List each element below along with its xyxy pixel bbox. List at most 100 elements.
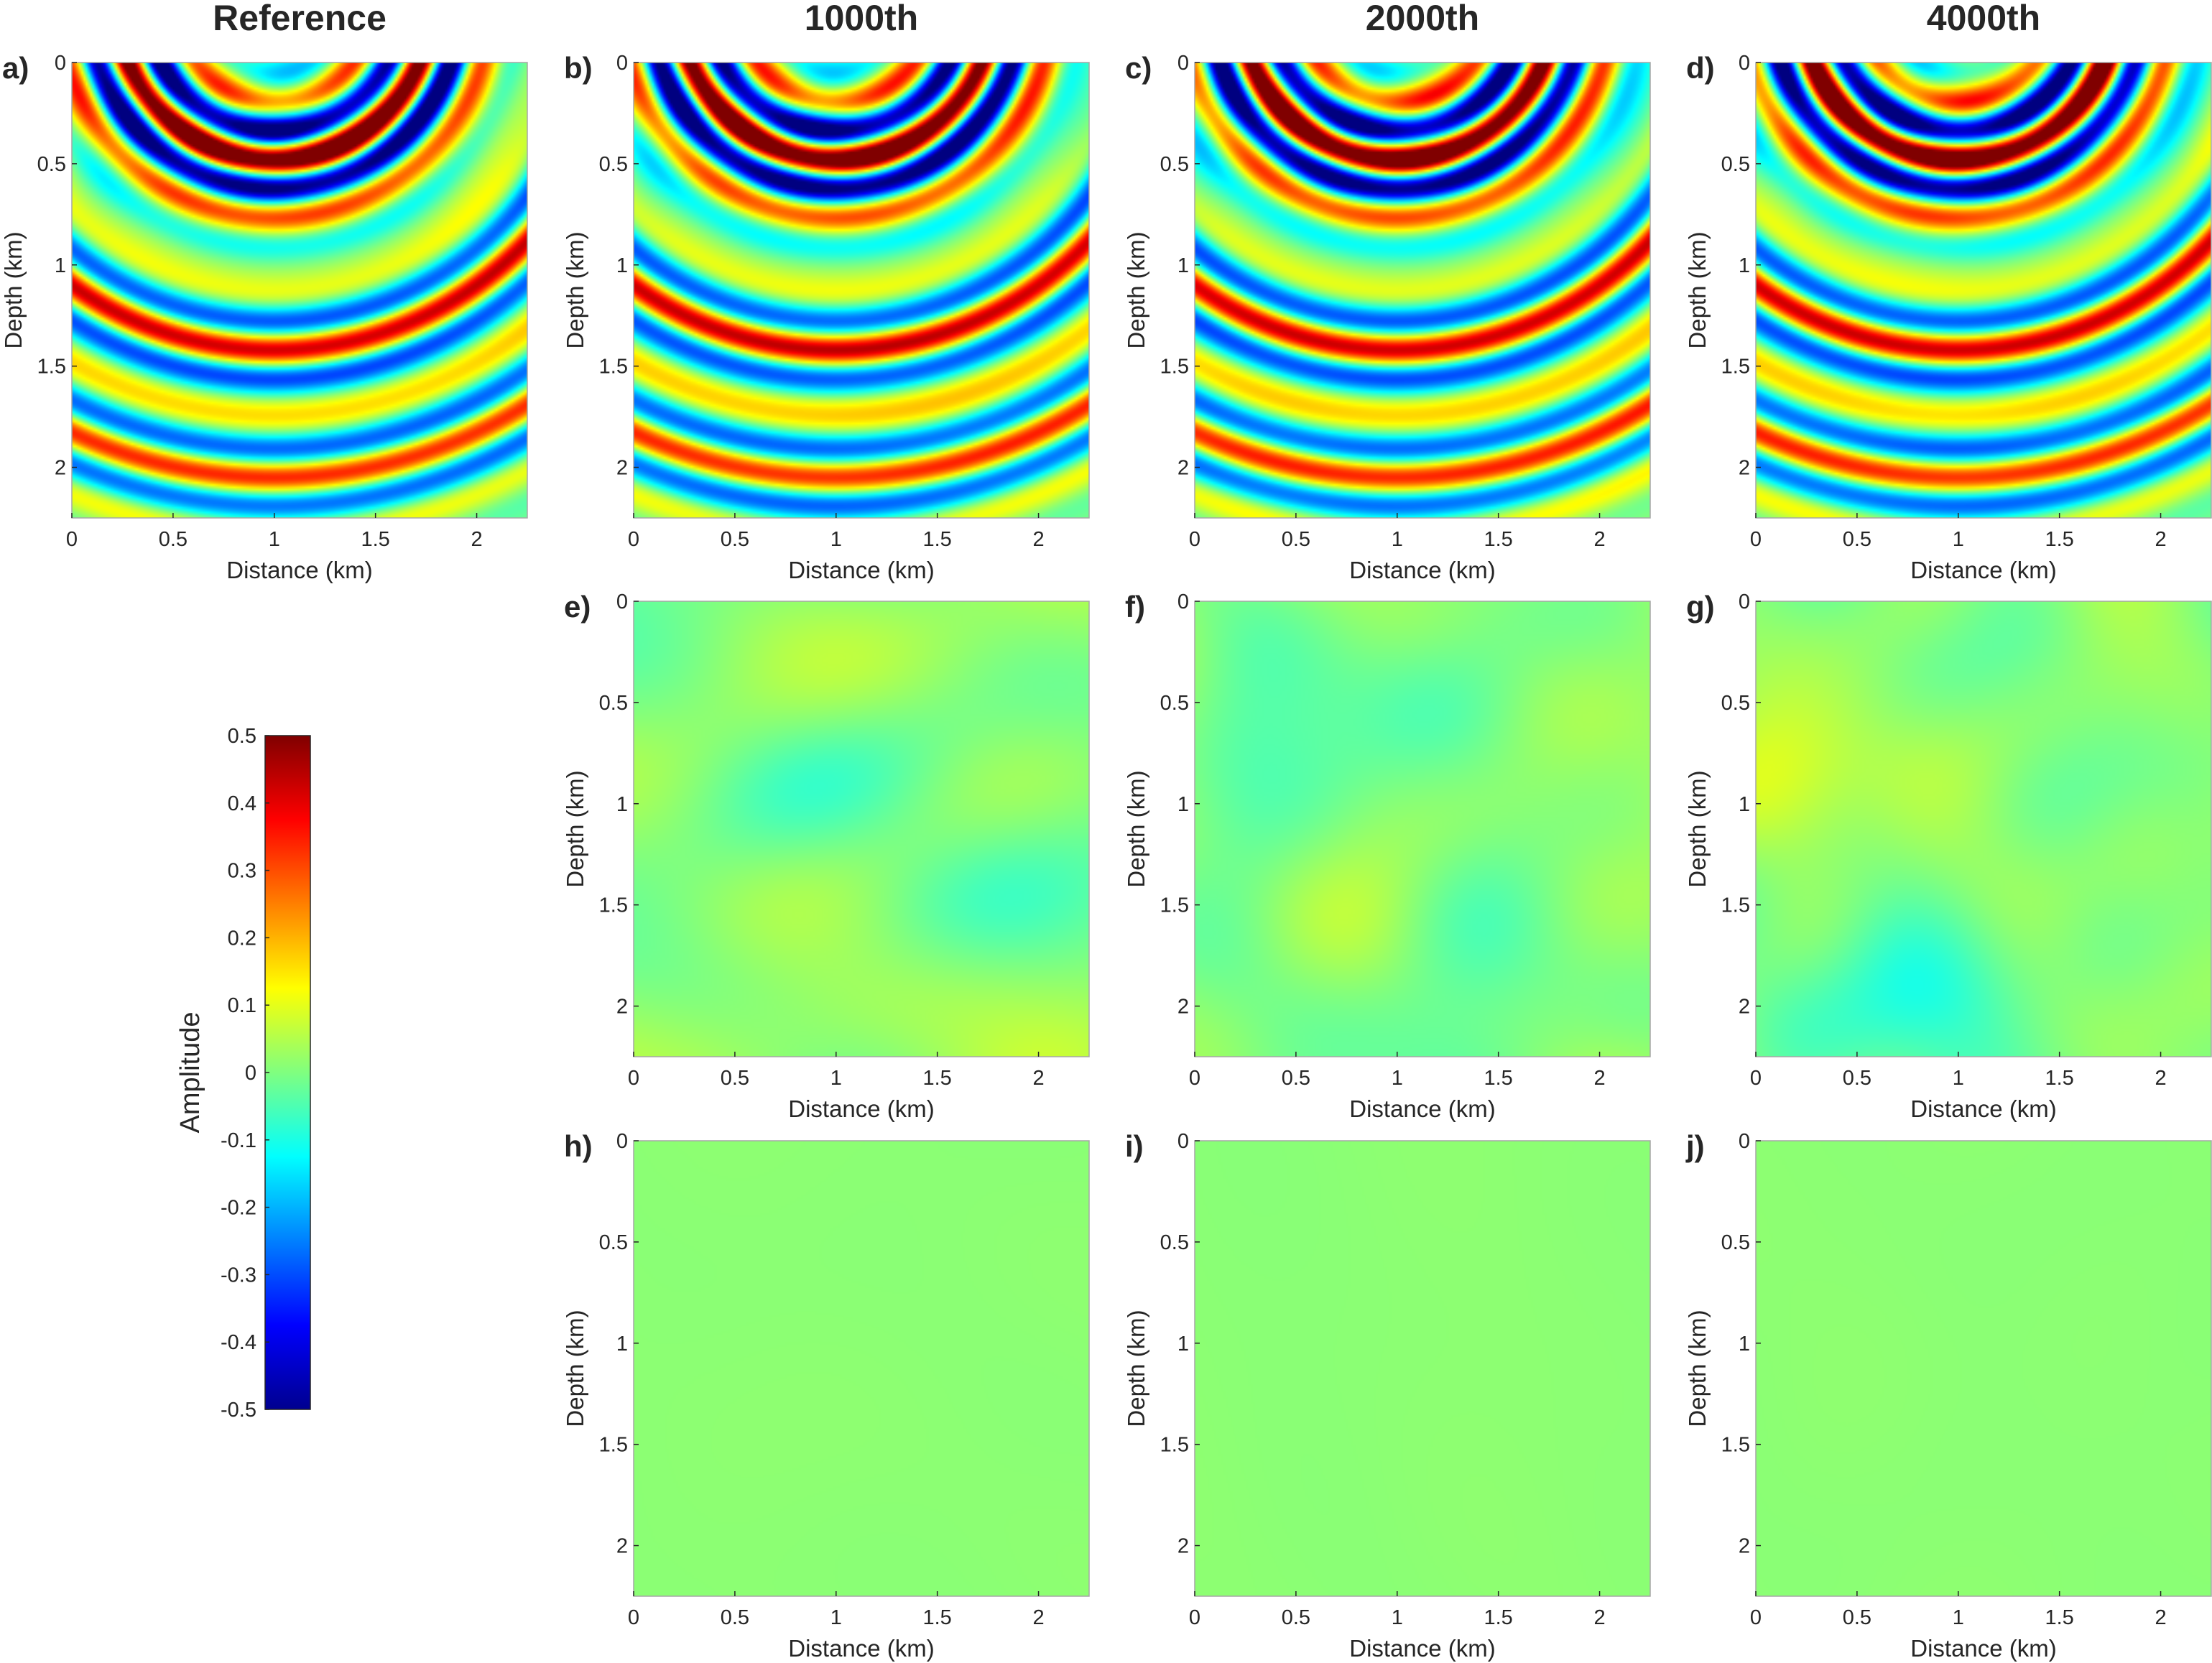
axes-frame-i <box>1194 1140 1651 1597</box>
y-tick-label-c-4: 2 <box>1177 457 1189 480</box>
x-tick-label-c-3: 1.5 <box>1484 528 1513 551</box>
x-axis-label-j: Distance (km) <box>1910 1635 2057 1662</box>
y-tick-label-g-4: 2 <box>1739 996 1750 1019</box>
colorbar-tick-label-6: -0.1 <box>221 1129 256 1152</box>
panel-letter-i: i) <box>1125 1129 1144 1163</box>
y-tick-label-j-2: 1 <box>1739 1333 1750 1356</box>
axes-frame-g <box>1755 601 2212 1057</box>
y-axis-label-c: Depth (km) <box>1123 231 1149 348</box>
y-tick-label-i-2: 1 <box>1177 1333 1189 1356</box>
colorbar-tick-label-7: -0.2 <box>221 1197 256 1220</box>
colorbar-tick-label-8: -0.3 <box>221 1264 256 1287</box>
y-tick-label-d-4: 2 <box>1739 457 1750 480</box>
x-tick-label-b-2: 1 <box>830 528 842 551</box>
y-tick-label-j-4: 2 <box>1739 1535 1750 1558</box>
y-tick-label-h-4: 2 <box>616 1535 628 1558</box>
y-tick-label-i-3: 1.5 <box>1160 1434 1189 1457</box>
x-tick-label-a-3: 1.5 <box>361 528 390 551</box>
panel-d: d) 0 0.5 1 1.5 2 0 0.5 1 1.5 2 Distance (km) Depth (… <box>1684 51 2212 583</box>
y-tick-label-i-0: 0 <box>1177 1130 1189 1153</box>
y-axis-label-j: Depth (km) <box>1684 1310 1711 1427</box>
heatmap-image-j <box>1756 1141 2211 1596</box>
x-tick-label-i-1: 0.5 <box>1282 1606 1310 1629</box>
column-title-1000th: 1000th <box>805 0 918 38</box>
panel-letter-e: e) <box>564 590 591 624</box>
x-axis-label-h: Distance (km) <box>788 1635 935 1662</box>
heatmap-image-g <box>1756 601 2211 1057</box>
x-tick-label-a-4: 2 <box>471 528 482 551</box>
axes-frame-c <box>1194 62 1651 519</box>
y-axis-label-i: Depth (km) <box>1123 1310 1149 1427</box>
y-axis-label-b: Depth (km) <box>562 231 588 348</box>
y-tick-label-e-4: 2 <box>616 996 628 1019</box>
y-tick-label-c-3: 1.5 <box>1160 356 1189 379</box>
y-tick-label-e-0: 0 <box>616 590 628 613</box>
y-tick-label-b-1: 0.5 <box>599 153 628 176</box>
y-tick-label-g-0: 0 <box>1739 590 1750 613</box>
y-tick-label-b-3: 1.5 <box>599 356 628 379</box>
x-tick-label-h-1: 0.5 <box>721 1606 749 1629</box>
axes-frame-d <box>1755 62 2212 519</box>
y-tick-label-c-2: 1 <box>1177 254 1189 277</box>
panel-letter-h: h) <box>564 1129 593 1163</box>
x-tick-label-j-4: 2 <box>2155 1606 2166 1629</box>
y-tick-label-d-2: 1 <box>1739 254 1750 277</box>
y-tick-label-f-1: 0.5 <box>1160 692 1189 715</box>
x-tick-label-b-0: 0 <box>628 528 639 551</box>
x-tick-label-j-0: 0 <box>1750 1606 1762 1629</box>
y-tick-label-a-4: 2 <box>55 457 66 480</box>
x-tick-label-i-2: 1 <box>1392 1606 1403 1629</box>
x-tick-label-b-4: 2 <box>1032 528 1044 551</box>
x-tick-label-d-1: 0.5 <box>1843 528 1871 551</box>
panel-a: a) 0 0.5 1 1.5 2 0 0.5 1 1.5 2 Distance (km) Depth (… <box>0 51 528 583</box>
y-tick-label-d-3: 1.5 <box>1721 356 1750 379</box>
x-tick-label-e-0: 0 <box>628 1067 639 1090</box>
heatmap-image-i <box>1195 1141 1650 1596</box>
y-tick-label-b-0: 0 <box>616 52 628 75</box>
x-axis-label-g: Distance (km) <box>1910 1095 2057 1122</box>
x-tick-label-i-4: 2 <box>1593 1606 1605 1629</box>
y-tick-label-g-3: 1.5 <box>1721 894 1750 917</box>
x-tick-label-e-4: 2 <box>1032 1067 1044 1090</box>
colorbar-gradient <box>265 736 310 1409</box>
x-axis-label-a: Distance (km) <box>226 557 373 583</box>
y-axis-label-d: Depth (km) <box>1684 231 1711 348</box>
panel-g: g) 0 0.5 1 1.5 2 0 0.5 1 1.5 2 Distance (km) Depth (… <box>1684 590 2212 1122</box>
y-tick-label-f-2: 1 <box>1177 793 1189 816</box>
colorbar-tick-label-5: 0 <box>245 1062 256 1085</box>
panel-j: j) 0 0.5 1 1.5 2 0 0.5 1 1.5 2 Distance (km) Depth (… <box>1684 1129 2212 1662</box>
y-tick-label-a-0: 0 <box>55 52 66 75</box>
y-tick-label-a-3: 1.5 <box>37 356 66 379</box>
x-tick-label-f-0: 0 <box>1189 1067 1200 1090</box>
x-axis-label-c: Distance (km) <box>1349 557 1496 583</box>
y-tick-label-d-1: 0.5 <box>1721 153 1750 176</box>
y-tick-label-b-2: 1 <box>616 254 628 277</box>
x-axis-label-b: Distance (km) <box>788 557 935 583</box>
y-tick-label-h-1: 0.5 <box>599 1231 628 1254</box>
y-tick-label-h-2: 1 <box>616 1333 628 1356</box>
y-axis-label-a: Depth (km) <box>0 231 27 348</box>
y-axis-label-g: Depth (km) <box>1684 770 1711 887</box>
y-tick-label-c-1: 0.5 <box>1160 153 1189 176</box>
panel-i: i) 0 0.5 1 1.5 2 0 0.5 1 1.5 2 Distance (km) Depth (… <box>1123 1129 1651 1662</box>
colorbar-tick-label-3: 0.2 <box>228 927 256 950</box>
x-tick-label-d-2: 1 <box>1953 528 1964 551</box>
x-tick-label-f-2: 1 <box>1392 1067 1403 1090</box>
x-tick-label-i-3: 1.5 <box>1484 1606 1513 1629</box>
x-tick-label-d-3: 1.5 <box>2045 528 2074 551</box>
x-tick-label-i-0: 0 <box>1189 1606 1200 1629</box>
panel-letter-c: c) <box>1125 51 1152 85</box>
panel-letter-g: g) <box>1686 590 1715 624</box>
panel-letter-j: j) <box>1685 1129 1705 1163</box>
colorbar-label: Amplitude <box>175 1012 205 1134</box>
y-tick-label-h-3: 1.5 <box>599 1434 628 1457</box>
heatmap-image-a <box>72 62 527 518</box>
heatmap-image-h <box>634 1141 1089 1596</box>
y-tick-label-e-3: 1.5 <box>599 894 628 917</box>
y-tick-label-f-4: 2 <box>1177 996 1189 1019</box>
y-tick-label-g-1: 0.5 <box>1721 692 1750 715</box>
x-tick-label-j-1: 0.5 <box>1843 1606 1871 1629</box>
x-tick-label-a-0: 0 <box>66 528 78 551</box>
x-tick-label-a-2: 1 <box>269 528 280 551</box>
panel-c: c) 0 0.5 1 1.5 2 0 0.5 1 1.5 2 Distance (km) Depth (… <box>1123 51 1651 583</box>
